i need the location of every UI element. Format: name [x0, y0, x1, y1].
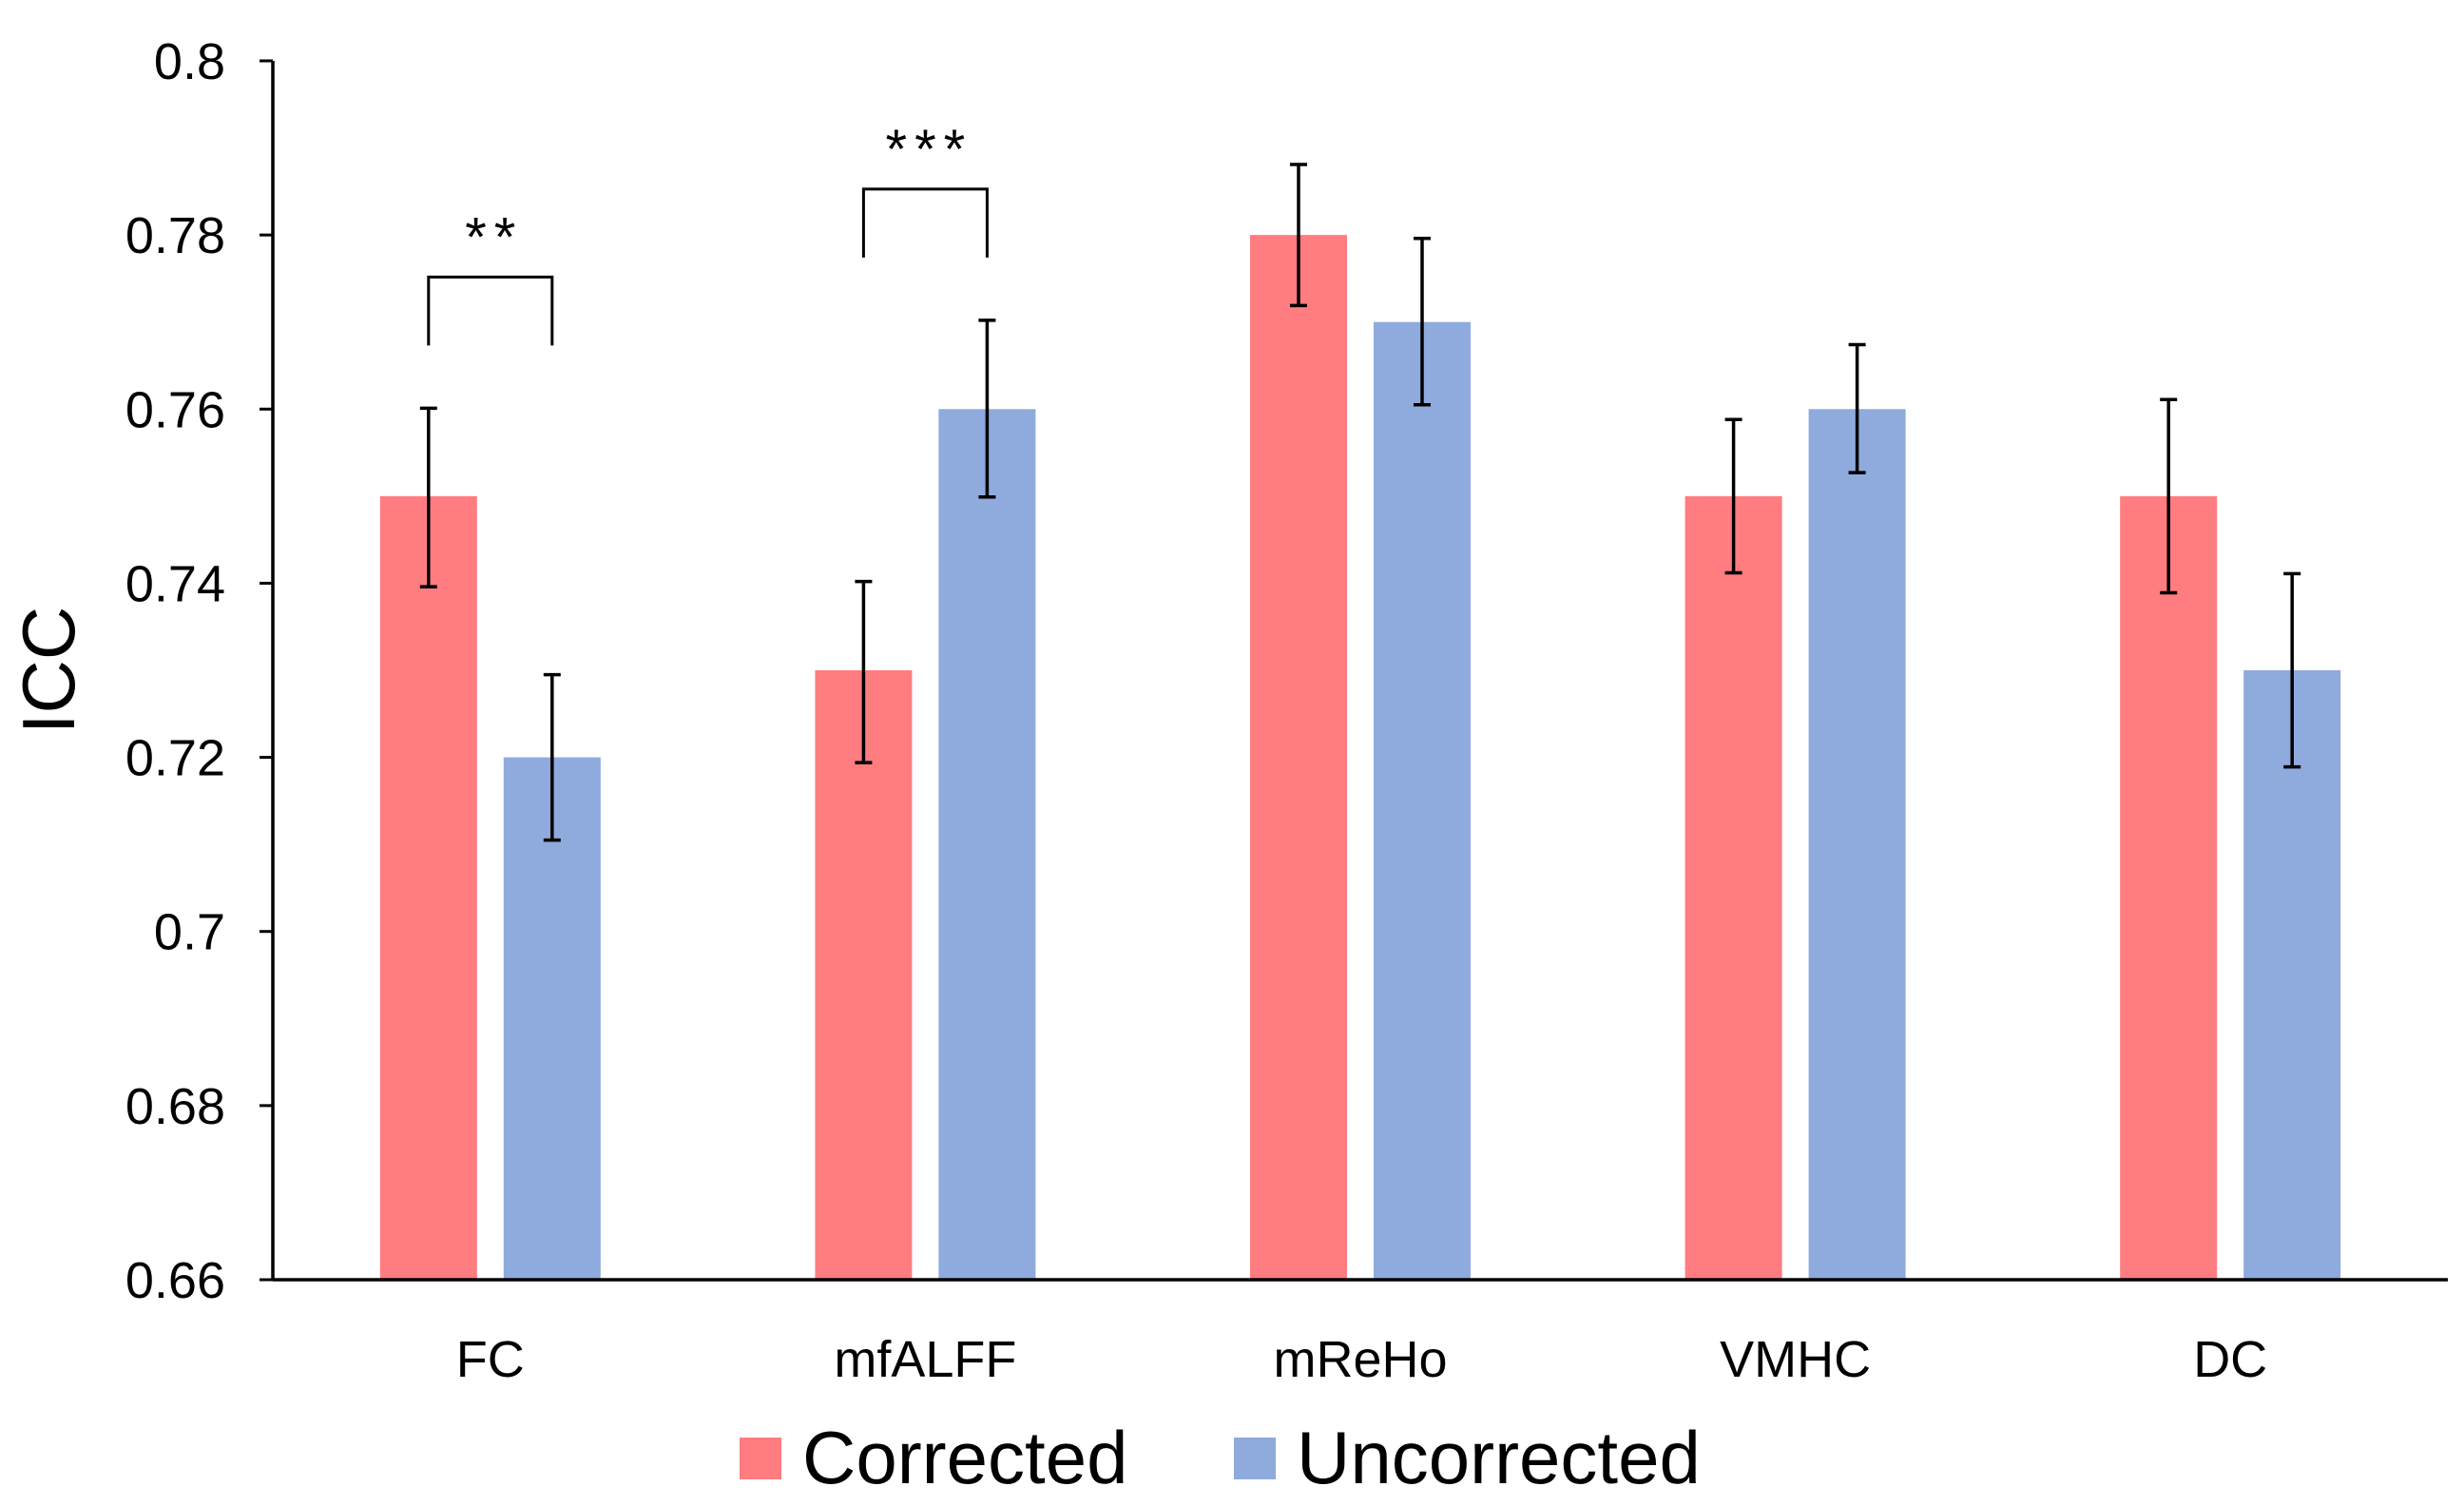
error-bar-corrected-vmhc: [1724, 417, 1742, 575]
y-tick-label: 0.66: [125, 1252, 225, 1309]
y-axis-title-group: ICC: [7, 607, 90, 734]
bars: [379, 235, 2341, 1281]
bar-uncorrected-mreho: [1374, 321, 1471, 1280]
x-category-label: VMHC: [1720, 1331, 1871, 1388]
x-category-label: DC: [2193, 1331, 2267, 1388]
bar-corrected-fc: [379, 495, 477, 1280]
y-tick-label: 0.76: [125, 381, 225, 438]
y-axis-title: ICC: [7, 607, 90, 734]
significance-annotations: *****: [427, 119, 989, 346]
y-tick-label: 0.8: [154, 33, 225, 90]
bar-corrected-mfalff: [815, 670, 913, 1280]
significance-bracket-fc: **: [427, 206, 554, 346]
legend-label: Corrected: [802, 1416, 1127, 1499]
bar-corrected-vmhc: [1684, 495, 1782, 1280]
y-tick-label: 0.78: [125, 207, 225, 264]
error-bars: [419, 163, 2301, 842]
x-category-label: FC: [456, 1331, 525, 1388]
category-labels: FC mfALFF mReHo VMHC DC: [456, 1331, 2267, 1388]
legend-swatch: [1234, 1438, 1276, 1479]
significance-label: ***: [886, 119, 973, 181]
error-bar-uncorrected-vmhc: [1848, 342, 1866, 474]
error-bar-corrected-fc: [419, 406, 437, 589]
error-bar-uncorrected-fc: [543, 672, 561, 842]
bar-uncorrected-vmhc: [1808, 409, 1906, 1280]
y-tick-label: 0.72: [125, 730, 225, 787]
bar-corrected-dc: [2120, 495, 2218, 1280]
significance-bracket-mfalff: ***: [861, 119, 989, 258]
legend: Corrected Uncorrected: [740, 1416, 1701, 1499]
error-bar-uncorrected-mreho: [1414, 237, 1431, 407]
bar-uncorrected-dc: [2243, 670, 2341, 1280]
y-tick-label: 0.74: [125, 555, 225, 612]
x-category-label: mReHo: [1273, 1331, 1447, 1388]
y-tick-label: 0.7: [154, 904, 225, 961]
significance-label: **: [465, 206, 523, 268]
legend-label: Uncorrected: [1297, 1416, 1701, 1499]
bar-uncorrected-mfalff: [938, 409, 1036, 1280]
y-axis-ticks: 0.66 0.68 0.7 0.72 0.74 0.76 0.78 0.8: [125, 33, 273, 1309]
y-tick-label: 0.68: [125, 1078, 225, 1135]
axes: [271, 61, 2448, 1282]
error-bar-corrected-mfalff: [855, 579, 873, 764]
legend-item-corrected: Corrected: [740, 1416, 1127, 1499]
legend-swatch: [740, 1438, 781, 1479]
bar-corrected-mreho: [1250, 235, 1347, 1281]
x-category-label: mfALFF: [834, 1331, 1016, 1388]
error-bar-corrected-dc: [2160, 397, 2178, 595]
legend-item-uncorrected: Uncorrected: [1234, 1416, 1701, 1499]
bar-uncorrected-fc: [503, 757, 601, 1280]
error-bar-uncorrected-dc: [2283, 571, 2301, 769]
error-bar-uncorrected-mfalff: [978, 319, 996, 499]
error-bar-corrected-mreho: [1290, 163, 1307, 308]
